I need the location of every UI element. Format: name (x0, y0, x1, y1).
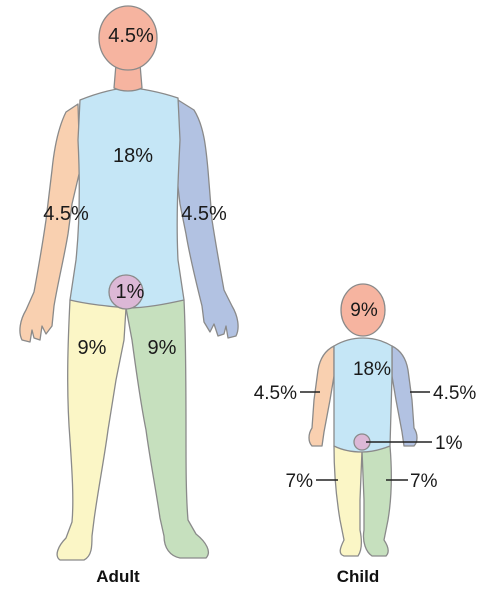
child-figure: 9% 18% 4.5% 4.5% 1% 7% 7% (254, 283, 476, 557)
adult-figure: 4.5% 18% 4.5% 4.5% 1% 9% 9% (19, 5, 239, 561)
adult-caption: Adult (96, 567, 140, 586)
child-head-label: 9% (350, 300, 378, 321)
adult-trunk-label: 18% (113, 145, 153, 167)
adult-left-leg-label: 9% (78, 337, 107, 359)
adult-head-label: 4.5% (108, 25, 154, 47)
child-right-arm (391, 345, 418, 447)
adult-right-arm-label: 4.5% (181, 203, 227, 225)
child-left-arm (308, 345, 335, 447)
child-right-leg-label: 7% (410, 471, 438, 492)
child-right-leg (361, 445, 392, 557)
adult-right-leg (125, 299, 210, 559)
child-left-arm-label: 4.5% (254, 383, 297, 404)
adult-right-leg-label: 9% (148, 337, 177, 359)
child-right-arm-label: 4.5% (433, 383, 476, 404)
adult-left-leg (56, 299, 127, 561)
child-head (340, 283, 386, 337)
child-genital-label: 1% (435, 433, 463, 454)
child-trunk-label: 18% (353, 359, 391, 380)
child-caption: Child (337, 567, 380, 586)
adult-genital-region (108, 274, 144, 310)
child-left-leg (333, 445, 363, 557)
child-left-leg-label: 7% (286, 471, 314, 492)
adult-genital-label: 1% (116, 281, 145, 303)
child-trunk (333, 337, 393, 453)
adult-left-arm (19, 103, 81, 343)
adult-neck (113, 63, 143, 92)
adult-left-arm-label: 4.5% (43, 203, 89, 225)
adult-head (98, 5, 158, 71)
adult-right-arm (175, 99, 239, 339)
